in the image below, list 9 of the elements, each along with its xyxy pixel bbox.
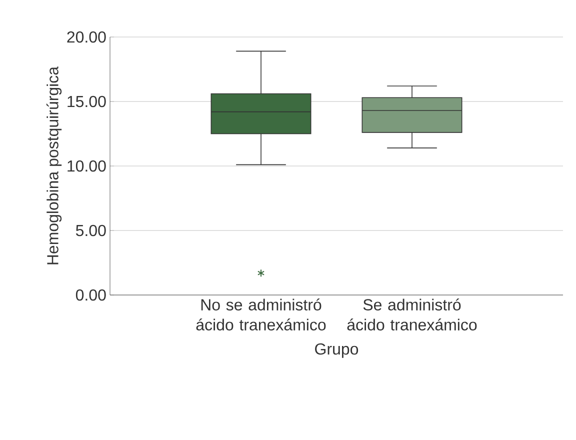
- x-tick-label: Se administró ácido tranexámico: [347, 298, 477, 330]
- y-tick-label: 5.00: [76, 224, 106, 236]
- y-tick-label: 0.00: [76, 289, 106, 301]
- y-axis-title: Hemoglobina postquirúrgica: [46, 66, 62, 264]
- y-tick-label: 10.00: [68, 160, 106, 172]
- y-tick-label: 20.00: [67, 31, 106, 43]
- x-tick-label: No se administró ácido tranexámico: [196, 298, 326, 330]
- y-tick-label: 15.00: [68, 96, 106, 108]
- x-axis-title: Grupo: [315, 343, 358, 358]
